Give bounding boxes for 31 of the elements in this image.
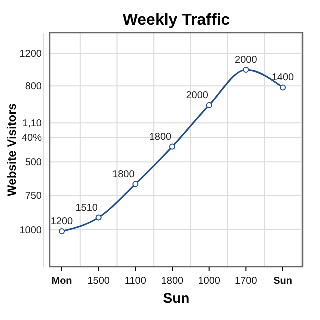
point (169, 144, 176, 150)
x-tick-label: 1800 (161, 276, 184, 288)
text: 1400 (272, 72, 294, 84)
point (243, 66, 250, 74)
point (280, 84, 286, 91)
y-axis-title: Website Visitors (5, 103, 19, 196)
text: 40% (22, 133, 42, 144)
chart-title: Weekly Traffic (122, 12, 230, 29)
annotation: 1200 (50, 216, 74, 228)
text: 1000 (20, 226, 42, 237)
text: 1800 (149, 132, 172, 143)
x-tick-label: 1100 (124, 276, 147, 288)
text: 2000 (186, 90, 208, 102)
point (132, 181, 139, 188)
text: 2000 (235, 55, 258, 66)
x-tick-label: Mon (52, 276, 72, 288)
x-tick-label: 1700 (235, 276, 258, 288)
point (206, 102, 212, 108)
text: 1800 (112, 169, 135, 180)
point (58, 228, 66, 235)
text: 750 (25, 191, 42, 202)
text: 1200 (20, 49, 42, 60)
text: 1,10 (22, 118, 42, 130)
x-axis-title: Sun (163, 290, 190, 306)
x-tick-label: Sun (274, 276, 292, 288)
x-tick-label: 1000 (198, 276, 221, 288)
text: 800 (25, 82, 42, 93)
text: 1510 (76, 202, 98, 214)
point (96, 214, 102, 221)
text: 500 (25, 158, 42, 169)
x-tick-label: 1500 (88, 276, 110, 288)
